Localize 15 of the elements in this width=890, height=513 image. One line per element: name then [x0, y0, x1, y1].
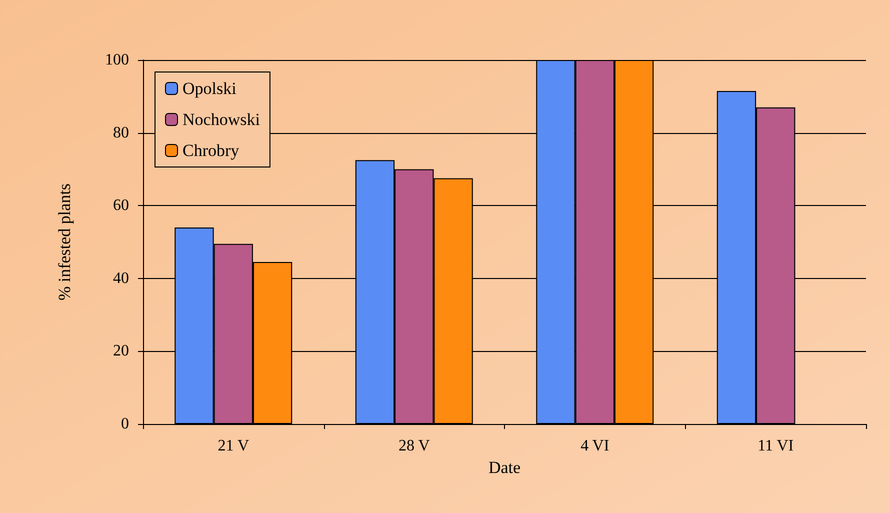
x-tick-label: 21 V [218, 438, 250, 454]
y-tick-label: 80 [113, 124, 129, 142]
y-tick-label: 60 [113, 197, 129, 214]
y-tick-label: 20 [113, 342, 129, 360]
y-axis-title: % infested plants [55, 183, 74, 301]
x-tick-label: 11 VI [758, 438, 794, 454]
y-tick-label: 40 [113, 270, 129, 287]
y-tick-label: 100 [105, 52, 129, 68]
y-tick-label: 0 [121, 416, 129, 432]
x-tick-label: 4 VI [580, 438, 610, 454]
legend-label: Nochowski [182, 110, 260, 129]
x-tick-label: 28 V [398, 438, 430, 454]
x-axis-title: Date [488, 458, 521, 477]
legend-label: Chrobry [182, 141, 240, 160]
legend-label: Opolski [182, 79, 237, 98]
